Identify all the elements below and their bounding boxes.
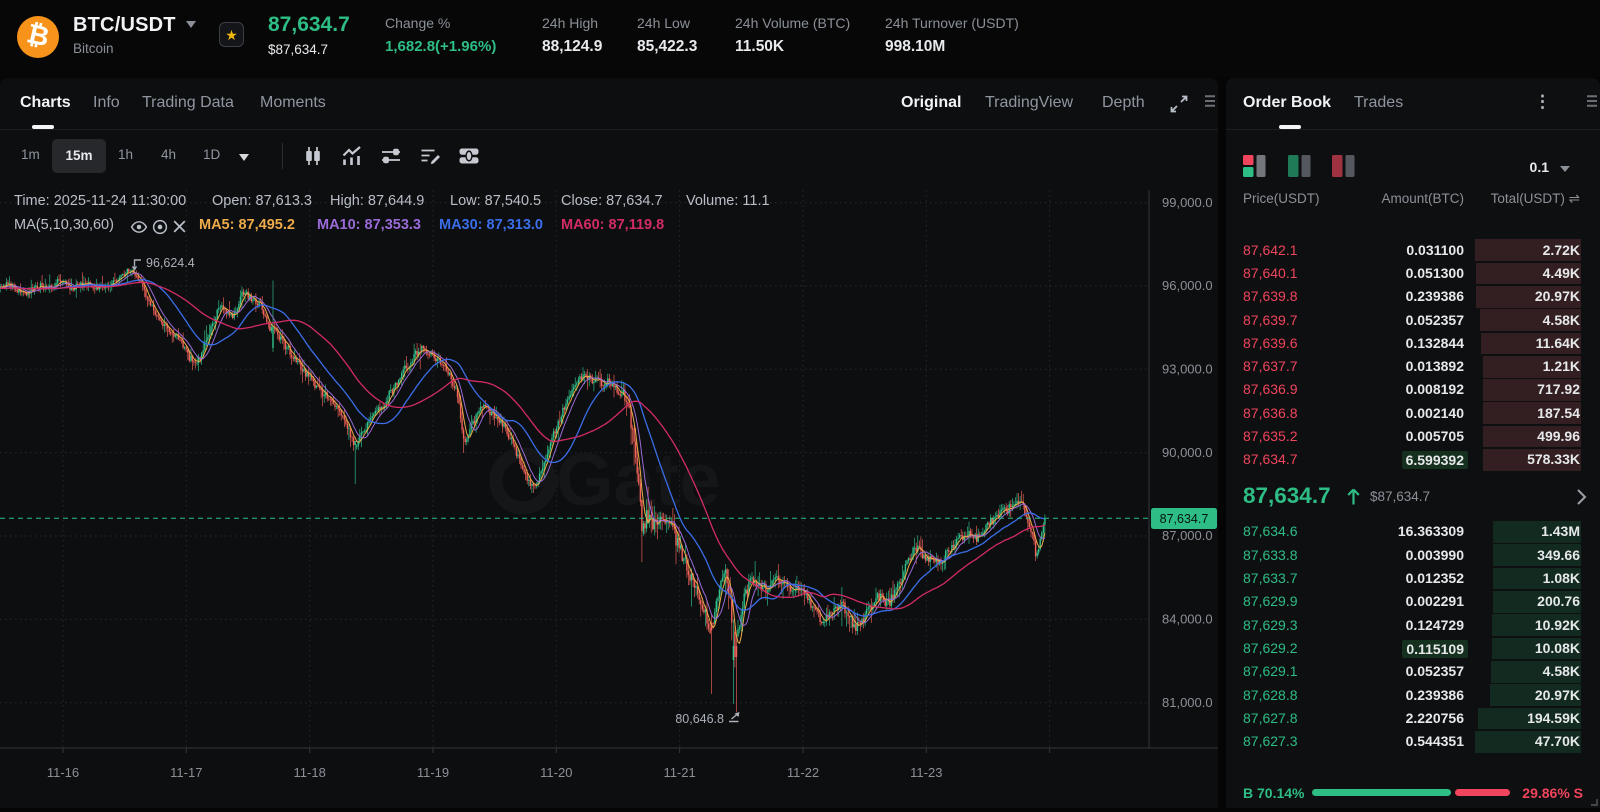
svg-text:11-17: 11-17: [170, 765, 202, 780]
svg-text:11-21: 11-21: [663, 765, 695, 780]
svg-text:11-19: 11-19: [417, 765, 449, 780]
svg-text:11-16: 11-16: [47, 765, 79, 780]
svg-text:87,634.7: 87,634.7: [1160, 512, 1209, 526]
svg-text:11-22: 11-22: [787, 765, 819, 780]
svg-text:11-23: 11-23: [910, 765, 942, 780]
svg-text:81,000.0: 81,000.0: [1162, 695, 1213, 710]
svg-text:99,000.0: 99,000.0: [1162, 195, 1213, 210]
svg-text:84,000.0: 84,000.0: [1162, 612, 1213, 627]
svg-text:11-20: 11-20: [540, 765, 572, 780]
svg-text:96,000.0: 96,000.0: [1162, 278, 1213, 293]
svg-text:87,000.0: 87,000.0: [1162, 528, 1213, 543]
svg-text:80,646.8: 80,646.8: [675, 712, 724, 726]
svg-text:90,000.0: 90,000.0: [1162, 445, 1213, 460]
svg-text:93,000.0: 93,000.0: [1162, 362, 1213, 377]
svg-text:11-18: 11-18: [294, 765, 326, 780]
svg-text:96,624.4: 96,624.4: [146, 256, 195, 270]
